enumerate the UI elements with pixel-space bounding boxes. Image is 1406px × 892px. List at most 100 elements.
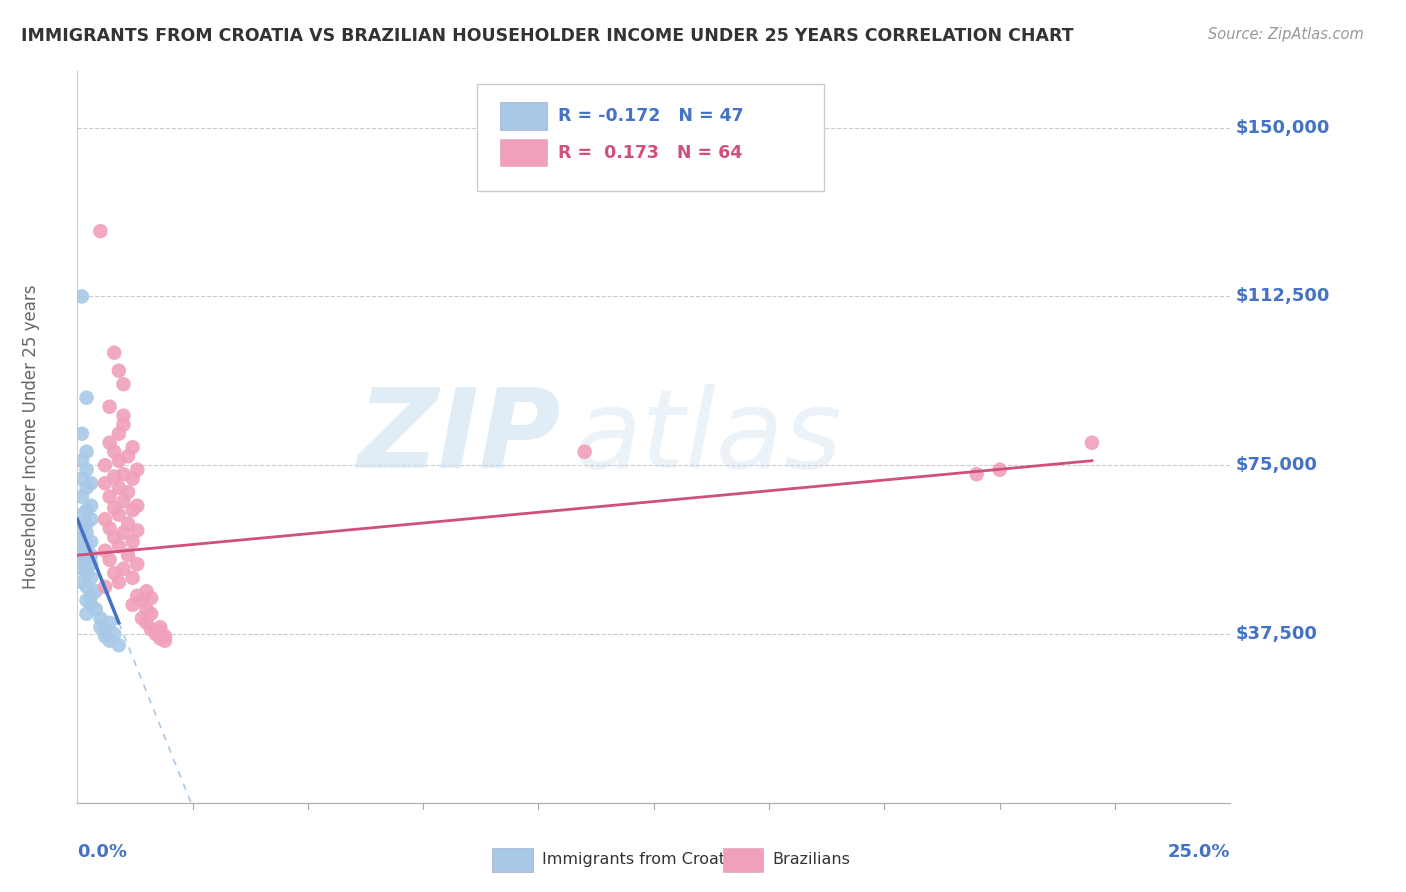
Point <box>98 615 121 630</box>
Point <box>70 541 93 556</box>
Point <box>80 512 103 526</box>
Point <box>76 593 98 607</box>
Point <box>80 571 103 585</box>
Point <box>117 449 139 463</box>
Point <box>127 558 149 572</box>
Point <box>76 444 98 458</box>
Point <box>149 632 172 646</box>
Point <box>121 440 143 454</box>
Point <box>89 224 111 238</box>
Point <box>131 593 153 607</box>
Point <box>139 623 162 637</box>
Point <box>103 530 125 544</box>
Point <box>76 463 98 477</box>
Point <box>145 627 167 641</box>
Point <box>76 391 98 405</box>
Point <box>76 503 98 517</box>
Point <box>103 627 125 641</box>
Point <box>127 589 149 603</box>
Point <box>98 400 121 414</box>
Point <box>76 607 98 621</box>
Point <box>94 512 117 526</box>
Text: IMMIGRANTS FROM CROATIA VS BRAZILIAN HOUSEHOLDER INCOME UNDER 25 YEARS CORRELATI: IMMIGRANTS FROM CROATIA VS BRAZILIAN HOU… <box>21 27 1074 45</box>
Point <box>80 548 103 562</box>
Point <box>121 571 143 585</box>
Point <box>112 377 135 392</box>
Text: $75,000: $75,000 <box>1236 456 1317 475</box>
Text: Source: ZipAtlas.com: Source: ZipAtlas.com <box>1208 27 1364 42</box>
Point <box>76 566 98 581</box>
Text: $112,500: $112,500 <box>1236 287 1330 305</box>
Point <box>108 481 131 495</box>
Point <box>80 534 103 549</box>
Point <box>135 615 157 630</box>
Point <box>70 508 93 522</box>
Point <box>80 558 103 572</box>
Point <box>149 624 172 639</box>
Point <box>94 458 117 473</box>
Point <box>112 525 135 540</box>
FancyBboxPatch shape <box>501 138 547 167</box>
Point <box>70 426 93 441</box>
Point <box>966 467 988 482</box>
Point <box>94 623 117 637</box>
Point <box>94 476 117 491</box>
Text: Householder Income Under 25 years: Householder Income Under 25 years <box>22 285 41 590</box>
Point <box>108 638 131 652</box>
Text: ZIP: ZIP <box>359 384 561 491</box>
Point <box>153 629 176 643</box>
Point <box>76 539 98 553</box>
Point <box>76 543 98 558</box>
Point <box>108 539 131 553</box>
Point <box>112 494 135 508</box>
Point <box>121 534 143 549</box>
Point <box>70 546 93 560</box>
FancyBboxPatch shape <box>723 848 763 871</box>
Point <box>76 580 98 594</box>
Point <box>80 598 103 612</box>
Point <box>112 562 135 576</box>
Point <box>103 566 125 581</box>
Point <box>988 463 1011 477</box>
Point <box>139 591 162 605</box>
Point <box>70 521 93 535</box>
Point <box>70 530 93 544</box>
Point <box>121 503 143 517</box>
Point <box>121 472 143 486</box>
Point <box>98 633 121 648</box>
Text: R = -0.172   N = 47: R = -0.172 N = 47 <box>558 107 744 125</box>
Text: Brazilians: Brazilians <box>772 853 851 867</box>
Point <box>149 620 172 634</box>
Point <box>76 555 98 569</box>
Point <box>112 409 135 423</box>
Point <box>135 602 157 616</box>
Point <box>94 580 117 594</box>
Point <box>76 481 98 495</box>
Point <box>70 289 93 303</box>
Point <box>135 584 157 599</box>
Point <box>84 602 107 616</box>
Point <box>89 611 111 625</box>
Point <box>70 472 93 486</box>
Point <box>103 444 125 458</box>
Text: R =  0.173   N = 64: R = 0.173 N = 64 <box>558 144 742 161</box>
Point <box>70 490 93 504</box>
Point <box>112 417 135 432</box>
FancyBboxPatch shape <box>492 848 533 871</box>
Point <box>127 499 149 513</box>
Text: 0.0%: 0.0% <box>77 843 128 861</box>
Text: atlas: atlas <box>574 384 842 491</box>
Point <box>574 444 596 458</box>
Point <box>98 553 121 567</box>
Point <box>108 453 131 467</box>
Point <box>117 548 139 562</box>
Point <box>108 575 131 590</box>
Point <box>89 620 111 634</box>
Point <box>139 607 162 621</box>
Point <box>1081 435 1104 450</box>
Point <box>70 453 93 467</box>
Point <box>70 562 93 576</box>
Point <box>80 589 103 603</box>
Point <box>98 521 121 535</box>
Text: $150,000: $150,000 <box>1236 119 1330 136</box>
